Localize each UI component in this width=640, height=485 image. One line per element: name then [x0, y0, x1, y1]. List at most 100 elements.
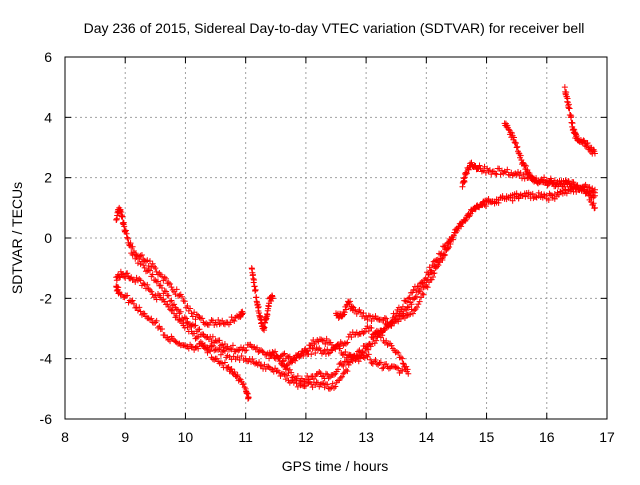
data-point-fill	[136, 275, 143, 282]
data-point-fill	[365, 328, 372, 335]
y-tick-label: -4	[40, 351, 53, 367]
data-point-fill	[258, 347, 265, 354]
data-point-fill	[167, 280, 174, 287]
data-point-fill	[450, 232, 457, 239]
data-point-fill	[393, 317, 400, 324]
data-point-fill	[298, 375, 305, 382]
data-point-fill	[368, 359, 375, 366]
data-point-fill	[288, 369, 295, 376]
data-point-fill	[415, 283, 422, 290]
data-point	[278, 361, 285, 368]
data-point-fill	[161, 298, 168, 305]
y-tick-label: 0	[44, 230, 52, 246]
data-point	[128, 274, 135, 281]
data-point-fill	[399, 303, 406, 310]
data-point-fill	[444, 240, 451, 247]
data-point-fill	[570, 179, 577, 186]
data-point	[363, 352, 370, 359]
data-point	[387, 364, 394, 371]
data-point-fill	[517, 152, 524, 159]
data-point-fill	[365, 312, 372, 319]
data-point-fill	[513, 190, 520, 197]
data-point-fill	[409, 310, 416, 317]
x-tick-label: 8	[61, 429, 69, 445]
data-point-fill	[404, 366, 411, 373]
data-point-fill	[124, 235, 131, 242]
data-point-fill	[391, 320, 398, 327]
data-point-fill	[410, 286, 417, 293]
data-point	[152, 319, 159, 326]
data-point-fill	[167, 306, 174, 313]
data-point-fill	[327, 339, 334, 346]
data-point	[302, 382, 309, 389]
data-point-fill	[220, 344, 227, 351]
data-point-fill	[322, 340, 329, 347]
data-point-fill	[541, 191, 548, 198]
data-point-fill	[558, 178, 565, 185]
data-point-fill	[149, 271, 156, 278]
data-point-fill	[273, 352, 280, 359]
data-point-fill	[323, 335, 330, 342]
data-point-fill	[437, 251, 444, 258]
data-point-fill	[195, 326, 202, 333]
data-point-fill	[422, 275, 429, 282]
data-point-fill	[270, 349, 277, 356]
data-point-fill	[347, 298, 354, 305]
y-tick-label: 2	[44, 170, 52, 186]
data-point-fill	[179, 293, 186, 300]
data-point-fill	[343, 340, 350, 347]
data-point-fill	[231, 317, 238, 324]
data-point-fill	[320, 379, 327, 386]
data-point	[140, 262, 147, 269]
data-point-fill	[364, 316, 371, 323]
data-point-fill	[373, 337, 380, 344]
data-point	[140, 280, 147, 287]
data-point-fill	[149, 291, 156, 298]
data-point-fill	[383, 315, 390, 322]
data-point-fill	[155, 291, 162, 298]
data-point-fill	[134, 307, 141, 314]
data-point-fill	[431, 270, 438, 277]
data-point-fill	[379, 332, 386, 339]
data-point-fill	[284, 372, 291, 379]
data-point-fill	[360, 310, 367, 317]
data-point-fill	[512, 140, 519, 147]
data-point-fill	[340, 370, 347, 377]
data-point-fill	[130, 300, 137, 307]
data-point-fill	[342, 349, 349, 356]
data-point-fill	[336, 345, 343, 352]
data-point-fill	[413, 293, 420, 300]
data-point-fill	[192, 322, 199, 329]
data-point-fill	[452, 226, 459, 233]
data-point-fill	[365, 351, 372, 358]
data-point-fill	[213, 355, 220, 362]
data-point-fill	[146, 258, 153, 265]
data-point-fill	[134, 260, 141, 267]
data-point-fill	[252, 286, 259, 293]
data-point	[152, 265, 159, 272]
data-point-fill	[130, 249, 137, 256]
data-point-fill	[215, 316, 222, 323]
data-point	[188, 343, 195, 350]
data-point-fill	[308, 351, 315, 358]
data-point-fill	[484, 165, 491, 172]
data-point-fill	[463, 170, 470, 177]
data-point-fill	[373, 360, 380, 367]
data-point-fill	[148, 288, 155, 295]
data-point-fill	[259, 348, 266, 355]
data-point	[465, 210, 472, 217]
data-point-fill	[547, 191, 554, 198]
data-point-fill	[250, 359, 257, 366]
x-tick-labels: 8 9 10 11 12 13 14 15 16 17	[61, 429, 615, 445]
data-point	[411, 307, 418, 314]
data-point-fill	[466, 212, 473, 219]
data-point-fill	[584, 140, 591, 147]
data-point-fill	[117, 274, 124, 281]
data-point-fill	[416, 298, 423, 305]
data-point-fill	[137, 277, 144, 284]
data-point-fill	[388, 319, 395, 326]
data-point-fill	[153, 296, 160, 303]
data-point-fill	[254, 344, 261, 351]
data-point-fill	[281, 350, 288, 357]
data-point-fill	[195, 345, 202, 352]
